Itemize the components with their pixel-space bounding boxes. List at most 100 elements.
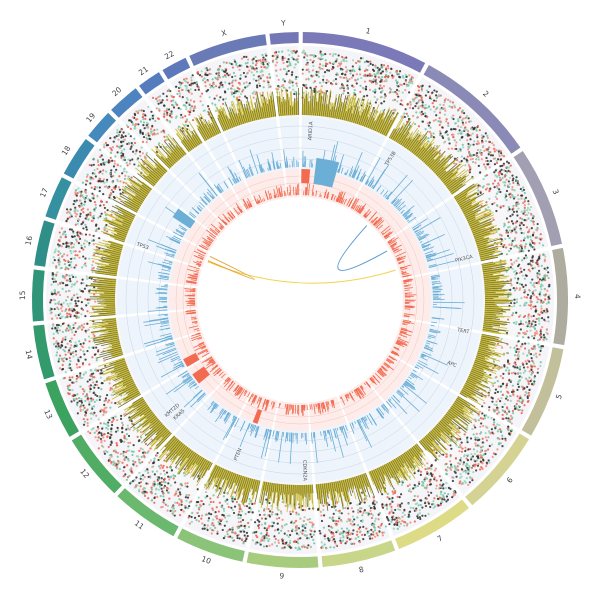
mutation-point — [63, 258, 66, 261]
mutation-point — [153, 129, 156, 132]
mutation-point — [363, 533, 366, 536]
mutation-point — [203, 77, 206, 80]
mutation-point — [258, 541, 261, 545]
mutation-point — [89, 432, 92, 435]
mutation-point — [93, 376, 96, 379]
mutation-point — [516, 281, 519, 284]
mutation-point — [493, 381, 496, 384]
mutation-point — [545, 328, 549, 331]
mutation-point — [74, 215, 77, 218]
mutation-point — [57, 345, 60, 348]
mutation-point — [99, 177, 102, 180]
mutation-point — [60, 227, 63, 230]
mutation-point — [517, 350, 520, 353]
mutation-point — [512, 210, 516, 213]
mutation-point — [69, 257, 73, 261]
mutation-point — [321, 546, 324, 549]
mutation-point — [190, 520, 193, 523]
mutation-point — [262, 63, 265, 66]
mutation-point — [97, 436, 100, 439]
mutation-point — [231, 527, 234, 530]
mutation-point — [515, 344, 518, 347]
mutation-point — [302, 519, 305, 523]
mutation-point — [492, 360, 496, 363]
mutation-point — [385, 503, 388, 506]
mutation-point — [414, 104, 417, 108]
mutation-point — [538, 293, 541, 296]
mutation-point — [186, 485, 189, 488]
mutation-point — [185, 105, 188, 109]
mutation-point — [259, 543, 262, 546]
mutation-point — [79, 377, 82, 380]
mutation-point — [385, 67, 388, 70]
mutation-point — [522, 366, 526, 369]
mutation-point — [335, 544, 338, 547]
mutation-point — [85, 194, 88, 198]
mutation-point — [511, 213, 514, 216]
mutation-point — [452, 133, 455, 136]
mutation-point — [406, 102, 409, 106]
mutation-point — [116, 444, 119, 447]
mutation-point — [476, 133, 479, 137]
mutation-point — [166, 98, 169, 102]
mutation-point — [230, 506, 233, 509]
mutation-point — [524, 360, 527, 363]
mutation-point — [465, 128, 468, 131]
mutation-point — [534, 236, 537, 239]
mutation-point — [274, 537, 277, 541]
mutation-point — [346, 68, 349, 71]
mutation-point — [98, 237, 101, 240]
mutation-point — [506, 398, 510, 402]
mutation-point — [518, 408, 521, 412]
mutation-point — [435, 479, 438, 482]
mutation-point — [540, 237, 543, 240]
mutation-point — [177, 107, 180, 110]
mutation-point — [347, 533, 350, 536]
mutation-point — [460, 159, 463, 163]
mutation-point — [510, 284, 513, 287]
mutation-point — [489, 389, 492, 392]
mutation-point — [516, 348, 519, 351]
mutation-point — [522, 186, 525, 189]
mutation-point — [219, 65, 222, 68]
mutation-point — [495, 197, 499, 200]
mutation-point — [75, 316, 78, 320]
mutation-point — [244, 86, 247, 89]
mutation-point — [80, 324, 83, 327]
mutation-point — [529, 205, 533, 209]
mutation-point — [172, 95, 175, 99]
mutation-point — [156, 128, 159, 131]
mutation-point — [520, 411, 523, 415]
mutation-point — [227, 88, 230, 91]
mutation-point — [60, 266, 63, 270]
mutation-point — [178, 95, 181, 98]
mutation-point — [457, 462, 460, 465]
mutation-point — [250, 518, 253, 521]
mutation-point — [231, 531, 234, 534]
mutation-point — [65, 211, 69, 214]
mutation-point — [99, 376, 102, 379]
mutation-point — [107, 159, 110, 162]
mutation-point — [188, 514, 191, 518]
mutation-point — [327, 80, 330, 83]
scatter-track-bg-chr21 — [147, 84, 182, 121]
mutation-point — [85, 304, 88, 307]
mutation-point — [103, 211, 107, 214]
mutation-point — [88, 403, 91, 406]
mutation-point — [197, 88, 200, 91]
mutation-point — [277, 539, 280, 542]
mutation-point — [144, 469, 147, 472]
mutation-point — [105, 426, 108, 429]
mutation-point — [527, 382, 530, 385]
mutation-point — [235, 63, 238, 66]
mutation-point — [341, 72, 344, 75]
mutation-point — [239, 514, 242, 517]
mutation-point — [133, 112, 136, 115]
mutation-point — [64, 233, 67, 237]
mutation-point — [344, 76, 348, 79]
mutation-point — [439, 108, 442, 111]
mutation-point — [477, 184, 480, 187]
mutation-point — [440, 500, 443, 503]
mutation-point — [420, 110, 423, 113]
